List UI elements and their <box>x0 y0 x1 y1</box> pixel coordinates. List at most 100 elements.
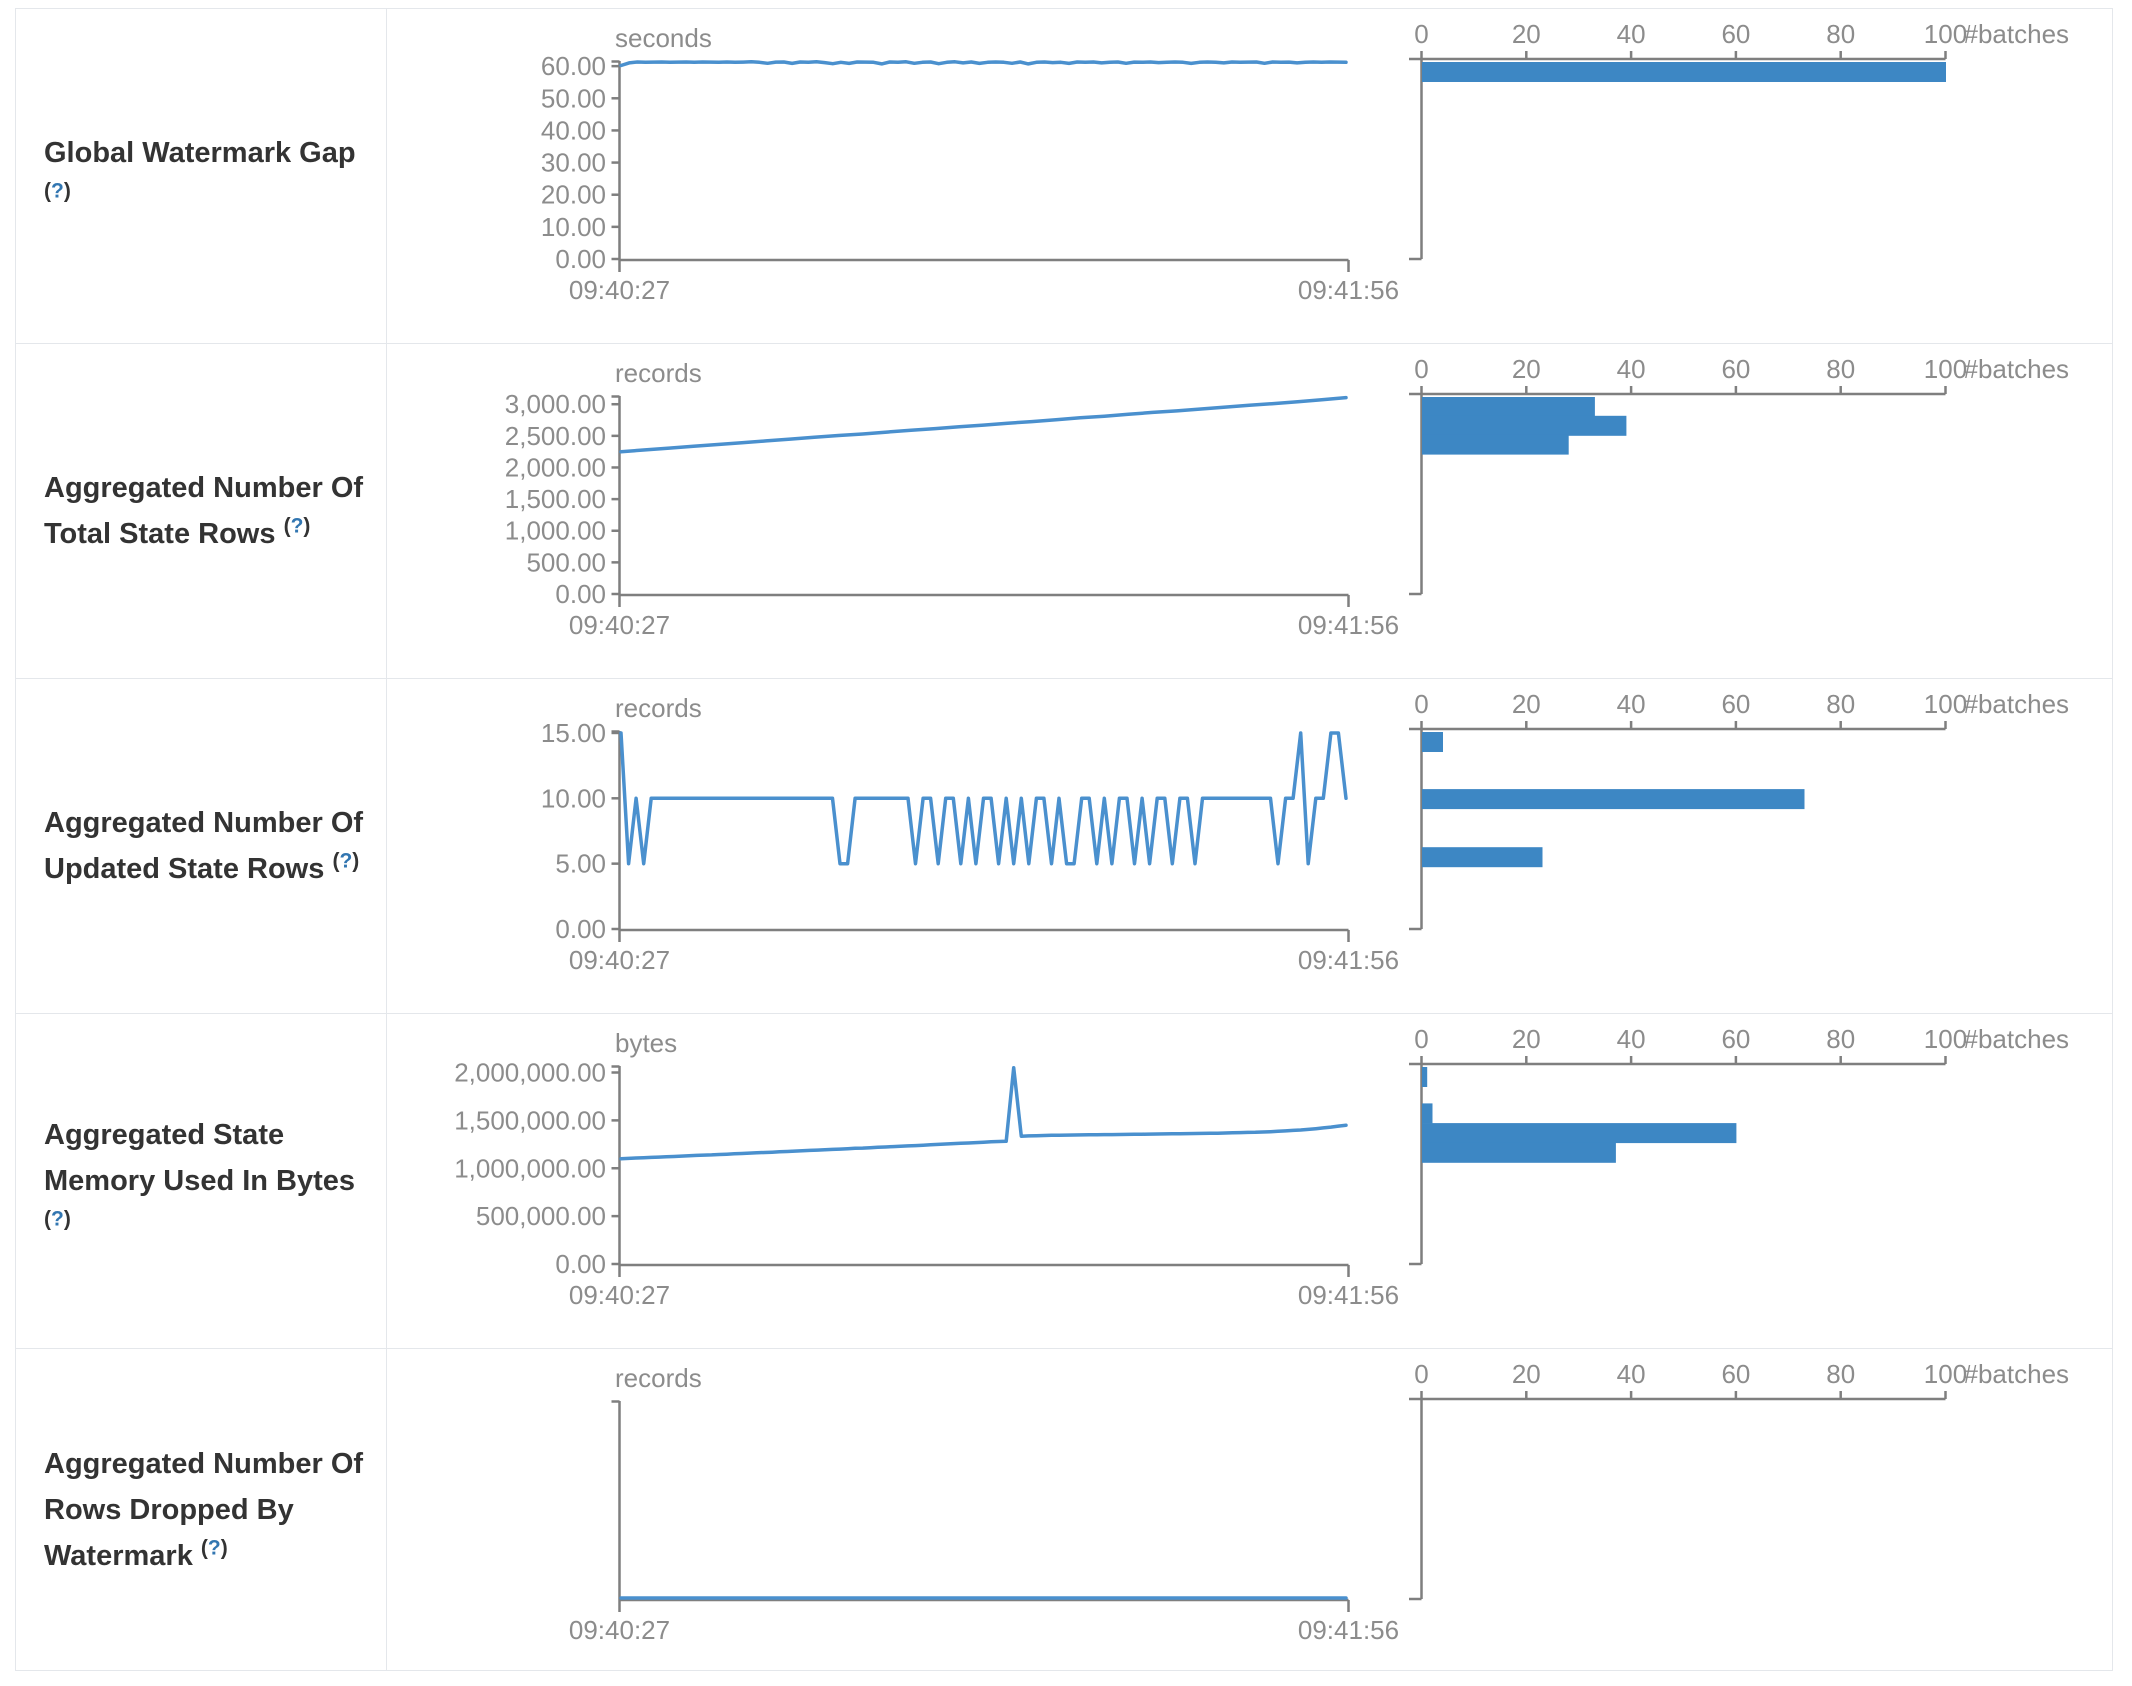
histogram-tick-label: 60 <box>1721 19 1750 49</box>
y-axis-tick-label: 10.00 <box>541 212 606 242</box>
histogram-tick-label: 60 <box>1721 689 1750 719</box>
paren-open: ( <box>200 1535 208 1559</box>
histogram-bar <box>1422 789 1805 810</box>
timeline-chart: seconds 60.0050.0040.0030.0020.0010.000.0… <box>541 23 1399 305</box>
batches-unit-label: #batches <box>1964 1024 2070 1054</box>
metric-line-series <box>619 395 1348 454</box>
paren-close: ) <box>352 849 360 873</box>
histogram-tick-label: 0 <box>1414 1024 1428 1054</box>
y-axis-tick-label: 1,500.00 <box>505 484 606 514</box>
x-axis-start-time-label: 09:40:27 <box>569 1615 670 1645</box>
metric-label-cell: Aggregated Number Of Total State Rows (?… <box>16 344 387 678</box>
timeline-chart: records 09:40:27 09:41:56 <box>569 1363 1399 1645</box>
metric-label: Aggregated State Memory Used In Bytes <box>44 1119 356 1197</box>
batches-unit-label: #batches <box>1964 354 2070 384</box>
y-axis-tick-label: 500.00 <box>526 547 606 577</box>
timeline-chart: records 3,000.002,500.002,000.001,500.001… <box>505 358 1399 640</box>
histogram-bar <box>1422 1123 1737 1144</box>
y-axis-tick-label: 40.00 <box>541 115 606 145</box>
histogram-tick-label: 80 <box>1826 689 1855 719</box>
x-axis-end-time-label: 09:41:56 <box>1298 1615 1399 1645</box>
y-axis-tick-label: 0.00 <box>555 914 606 944</box>
batches-unit-label: #batches <box>1964 689 2070 719</box>
metric-charts-cell: records 15.00 10.00 5.00 0.00 09:40:27 09:41:5… <box>387 679 2112 1013</box>
histogram-tick-label: 0 <box>1414 19 1428 49</box>
y-axis-unit-label: seconds <box>615 23 712 53</box>
histogram-tick-label: 80 <box>1826 1024 1855 1054</box>
help-link[interactable]: (?) <box>44 1207 71 1230</box>
question-mark-icon[interactable]: ? <box>207 1535 221 1559</box>
y-axis-tick-label: 15.00 <box>541 718 606 748</box>
y-axis-tick-label: 30.00 <box>541 148 606 178</box>
paren-open: ( <box>44 179 51 203</box>
y-axis-tick-label: 20.00 <box>541 180 606 210</box>
x-axis-start-time-label: 09:40:27 <box>569 275 670 305</box>
histogram-bar <box>1422 732 1443 752</box>
help-link[interactable]: (?) <box>201 1536 228 1559</box>
histogram-chart: 0 20 40 60 80 100#batches <box>1409 1359 2069 1601</box>
question-mark-icon[interactable]: ? <box>339 849 353 873</box>
histogram-tick-label: 100 <box>1924 354 1967 384</box>
metric-label: Aggregated Number Of Updated State Rows <box>44 807 364 885</box>
x-axis-end-time-label: 09:41:56 <box>1298 945 1399 975</box>
y-axis-tick-label: 60.00 <box>541 51 606 81</box>
paren-close: ) <box>220 1535 228 1559</box>
y-axis-tick-label: 500,000.00 <box>476 1201 606 1231</box>
x-axis-end-time-label: 09:41:56 <box>1298 1280 1399 1310</box>
x-axis-start-time-label: 09:40:27 <box>569 945 670 975</box>
y-axis-tick-label: 3,000.00 <box>505 389 606 419</box>
histogram-tick-label: 60 <box>1721 1359 1750 1389</box>
metric-charts-cell: seconds 60.00 50.00 40.00 30.00 20.00 10.00 0.0… <box>387 9 2112 343</box>
metric-charts-cell: bytes 2,000,000.00 1,500,000.00 1,000,000.0… <box>387 1014 2112 1348</box>
histogram-tick-label: 20 <box>1512 354 1541 384</box>
histogram-bar <box>1422 1067 1428 1087</box>
table-row: Aggregated Number Of Total State Rows (?… <box>16 344 2112 679</box>
metric-label-cell: Aggregated Number Of Rows Dropped By Wat… <box>16 1349 387 1670</box>
histogram-chart: 0 20 40 60 80 100#batches <box>1409 1024 2070 1266</box>
metric-label: Aggregated Number Of Total State Rows <box>44 472 364 550</box>
histogram-chart: 0 20 40 60 80 100#batches <box>1409 689 2070 931</box>
histogram-chart: 0 20 40 60 80 100#batches <box>1409 354 2070 596</box>
help-link[interactable]: (?) <box>44 179 71 202</box>
help-link[interactable]: (?) <box>332 849 359 872</box>
histogram-tick-label: 80 <box>1826 19 1855 49</box>
histogram-tick-label: 0 <box>1414 1359 1428 1389</box>
question-mark-icon[interactable]: ? <box>51 179 64 203</box>
question-mark-icon[interactable]: ? <box>51 1207 64 1231</box>
histogram-bar <box>1422 847 1543 868</box>
histogram-bar <box>1422 62 1946 82</box>
histogram-tick-label: 60 <box>1721 1024 1750 1054</box>
histogram-bar <box>1422 1103 1433 1124</box>
table-row: Aggregated Number Of Rows Dropped By Wat… <box>16 1349 2112 1671</box>
histogram-bar <box>1422 434 1569 455</box>
x-axis-start-time-label: 09:40:27 <box>569 1280 670 1310</box>
y-axis-unit-label: bytes <box>615 1028 677 1058</box>
y-axis-unit-label: records <box>615 693 702 723</box>
y-axis-tick-label: 0.00 <box>555 244 606 274</box>
y-axis-tick-label: 5.00 <box>555 849 606 879</box>
histogram-tick-label: 20 <box>1512 689 1541 719</box>
metric-charts-cell: records 09:40:27 09:41:56 0 20 40 60 80 100 #bat… <box>387 1349 2112 1670</box>
paren-close: ) <box>63 1207 71 1231</box>
metric-label-cell: Aggregated Number Of Updated State Rows … <box>16 679 387 1013</box>
paren-open: ( <box>283 514 291 538</box>
histogram-tick-label: 0 <box>1414 354 1428 384</box>
histogram-tick-label: 20 <box>1512 1024 1541 1054</box>
metric-label: Global Watermark Gap <box>44 137 356 169</box>
y-axis-tick-label: 2,500.00 <box>505 421 606 451</box>
metric-label-cell: Global Watermark Gap (?) <box>16 9 387 343</box>
histogram-tick-label: 40 <box>1617 1024 1646 1054</box>
paren-open: ( <box>332 849 340 873</box>
histogram-chart: 0 20 40 60 80 100#batches <box>1409 19 2069 261</box>
y-axis-tick-label: 1,000,000.00 <box>454 1153 606 1183</box>
table-row: Global Watermark Gap (?) seconds 60.00 50.… <box>16 9 2112 344</box>
help-link[interactable]: (?) <box>284 514 311 537</box>
question-mark-icon[interactable]: ? <box>290 514 304 538</box>
paren-open: ( <box>44 1207 51 1231</box>
paren-close: ) <box>303 514 311 538</box>
y-axis-unit-label: records <box>615 1363 702 1393</box>
y-axis-tick-label: 1,000.00 <box>505 516 606 546</box>
x-axis-end-time-label: 09:41:56 <box>1298 275 1399 305</box>
